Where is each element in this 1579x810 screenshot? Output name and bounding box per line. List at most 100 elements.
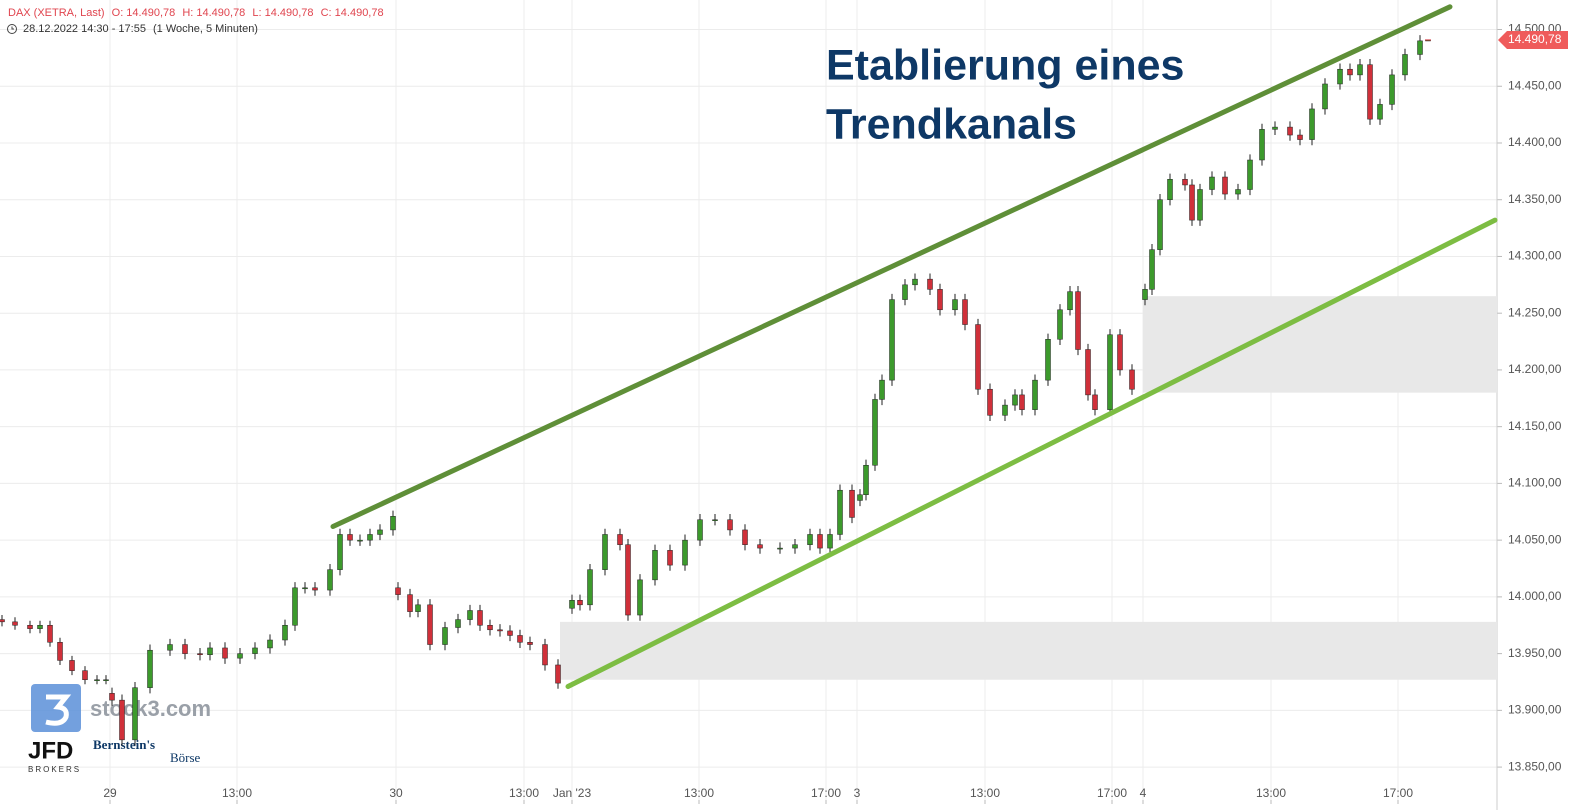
x-tick-label: 30 <box>389 786 403 800</box>
candle-body <box>1012 394 1018 406</box>
candle-body <box>132 687 138 741</box>
ohlc-label: C: 14.490,78 <box>321 7 384 19</box>
last-price-label: 14.490,78 <box>1508 32 1562 46</box>
y-tick-label: 14.450,00 <box>1508 78 1562 92</box>
period: 28.12.2022 14:30 - 17:55 <box>23 23 146 35</box>
candle-body <box>927 278 933 290</box>
candle-body <box>872 399 878 466</box>
candle-body <box>1337 68 1343 85</box>
candle-body <box>1402 54 1408 76</box>
candle-body <box>1247 159 1253 190</box>
candle-body <box>57 642 63 661</box>
candle-body <box>237 653 243 659</box>
x-tick-label: 13:00 <box>1256 786 1286 800</box>
candle-body <box>712 519 718 521</box>
candle-body <box>167 644 173 651</box>
candle-body <box>987 388 993 416</box>
trendline <box>330 4 1453 530</box>
candle-body <box>697 519 703 541</box>
x-tick-label: 17:00 <box>811 786 841 800</box>
logo-text: Börse <box>170 750 201 765</box>
candle-body <box>757 544 763 549</box>
candle-body <box>427 604 433 645</box>
candle-body <box>337 534 343 570</box>
candle-body <box>975 324 981 390</box>
candle-body <box>889 299 895 381</box>
candle-body <box>652 550 658 581</box>
last-price-tag <box>1498 30 1568 49</box>
candle-body <box>267 639 273 649</box>
candle-body <box>1149 249 1155 290</box>
candle-body <box>37 624 43 629</box>
candle-body <box>1287 126 1293 136</box>
candle-body <box>103 679 109 681</box>
candle-body <box>69 660 75 671</box>
candle-body <box>390 516 396 531</box>
candle-body <box>47 624 53 643</box>
chart-header: DAX (XETRA, Last) O: 14.490,78 H: 14.490… <box>8 7 384 19</box>
interval: (1 Woche, 5 Minuten) <box>153 23 258 35</box>
x-tick-label: Jan '23 <box>553 786 592 800</box>
chart-title: Etablierung eines <box>826 41 1184 89</box>
x-tick-label: 13:00 <box>970 786 1000 800</box>
candle-body <box>777 547 783 550</box>
candle-body <box>487 624 493 631</box>
candle-body <box>527 642 533 645</box>
candle-body <box>837 489 843 535</box>
candle-body <box>1272 126 1278 130</box>
logo-text: JFD <box>28 737 73 764</box>
candle-body <box>1222 176 1228 195</box>
candle-body <box>577 600 583 606</box>
candle-body <box>682 539 688 566</box>
candle-body <box>1157 199 1163 250</box>
logo-text: stock3.com <box>90 696 211 721</box>
y-tick-label: 13.950,00 <box>1508 646 1562 660</box>
candle-body <box>912 278 918 286</box>
candle-body <box>1107 334 1113 410</box>
zone <box>1143 296 1497 393</box>
candle-body <box>357 539 363 542</box>
candle-body <box>817 534 823 549</box>
y-tick-label: 14.050,00 <box>1508 532 1562 546</box>
candle-body <box>1167 179 1173 200</box>
candle-body <box>1357 64 1363 76</box>
candle-body <box>952 299 958 311</box>
candle-body <box>849 489 855 518</box>
y-tick-label: 14.200,00 <box>1508 362 1562 376</box>
y-tick-label: 14.350,00 <box>1508 192 1562 206</box>
candle-body <box>252 647 258 654</box>
candle-body <box>467 610 473 620</box>
candle-body <box>197 653 203 656</box>
x-tick-label: 13:00 <box>222 786 252 800</box>
candle-body <box>555 664 561 684</box>
candle-body <box>827 534 833 549</box>
candle-body <box>109 693 115 701</box>
candle-body <box>517 635 523 643</box>
candle-body <box>1235 189 1241 195</box>
candle-body <box>602 534 608 570</box>
candle-body <box>1209 176 1215 190</box>
candle-body <box>1129 369 1135 390</box>
y-tick-label: 14.000,00 <box>1508 589 1562 603</box>
candle-body <box>0 619 5 623</box>
candle-body <box>1019 394 1025 410</box>
candle-body <box>415 604 421 612</box>
y-tick-label: 13.850,00 <box>1508 759 1562 773</box>
clock-icon <box>7 24 17 34</box>
candle-body <box>1117 334 1123 371</box>
y-tick-label: 14.300,00 <box>1508 249 1562 263</box>
candle-body <box>667 550 673 566</box>
x-tick-label: 17:00 <box>1097 786 1127 800</box>
candle-body <box>442 627 448 645</box>
instrument: DAX (XETRA, Last) <box>8 7 105 19</box>
candle-body <box>377 529 383 535</box>
candle-body <box>182 644 188 654</box>
ohlc-label: L: 14.490,78 <box>252 7 313 19</box>
candle-body <box>1092 394 1098 410</box>
candle-body <box>792 544 798 549</box>
candle-body <box>1309 108 1315 140</box>
candle-body <box>1057 309 1063 340</box>
candle-body <box>742 529 748 545</box>
candle-body <box>617 534 623 545</box>
